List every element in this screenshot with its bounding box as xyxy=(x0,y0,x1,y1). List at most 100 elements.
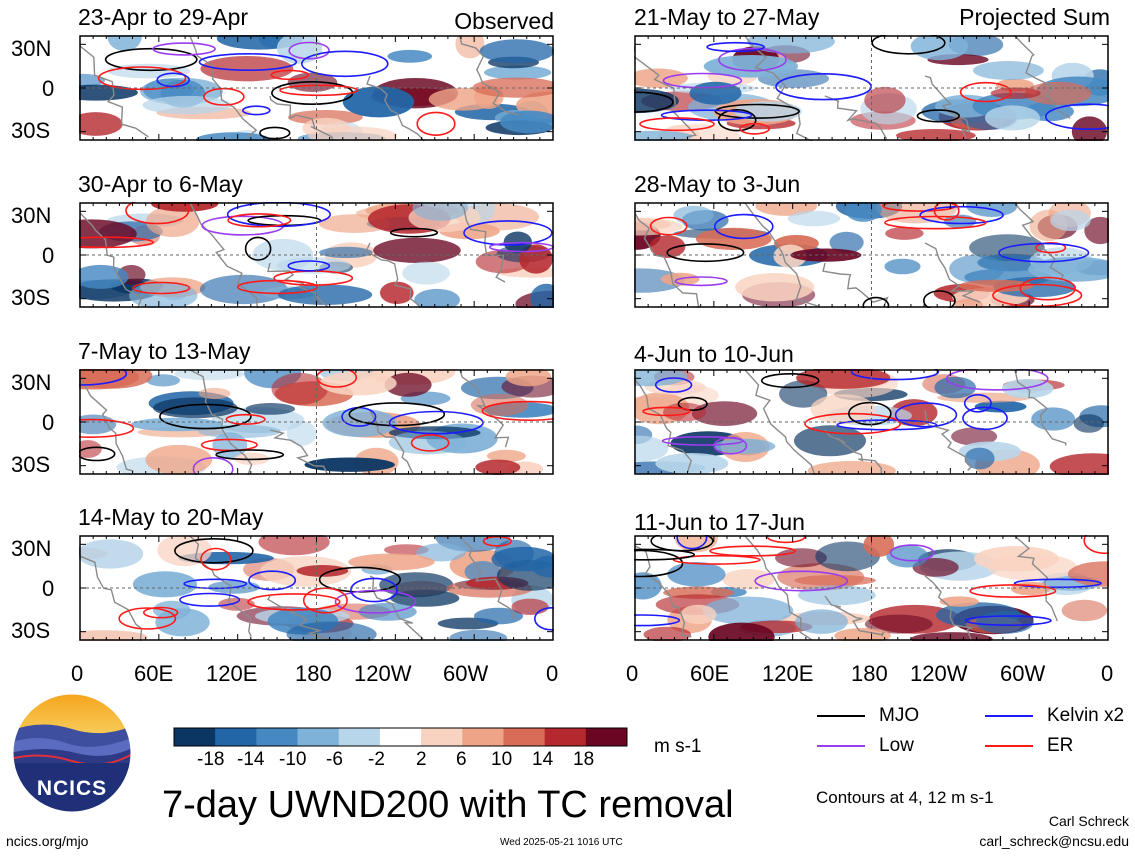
wave-contour xyxy=(676,535,708,550)
anomaly-shading xyxy=(974,546,1059,572)
lon-label: 0 xyxy=(546,661,559,686)
wave-contour xyxy=(79,446,116,462)
wave-contour xyxy=(916,109,960,123)
site-url: ncics.org/mjo xyxy=(6,833,89,849)
anomaly-shading xyxy=(388,430,467,455)
coastline xyxy=(459,35,519,116)
colorbar-swatch xyxy=(462,728,504,746)
anomaly-shading xyxy=(475,459,521,475)
coastline xyxy=(744,35,814,141)
anomaly-shading xyxy=(934,376,976,399)
anomaly-shading xyxy=(794,575,876,586)
wave-contour xyxy=(634,549,684,578)
wave-contour xyxy=(156,72,190,88)
coastline xyxy=(924,575,974,641)
wave-contour xyxy=(850,369,940,381)
coastline xyxy=(269,429,328,475)
logo-text: NCICS xyxy=(37,777,107,800)
anomaly-shading xyxy=(153,397,238,419)
wave-contour xyxy=(183,578,248,590)
anomaly-shading xyxy=(79,630,148,641)
wave-contour xyxy=(247,593,341,611)
coastline xyxy=(634,379,692,473)
wave-contour xyxy=(964,615,1052,626)
anomaly-shading xyxy=(428,87,499,111)
wave-contour xyxy=(79,418,135,438)
anomaly-shading xyxy=(198,387,231,400)
wave-contour xyxy=(142,606,179,619)
legend-label: Kelvin x2 xyxy=(1047,705,1125,726)
wave-contour xyxy=(963,393,992,413)
wave-contour xyxy=(634,91,674,113)
wave-contour xyxy=(225,413,266,425)
wave-contour xyxy=(706,41,765,53)
wave-contour xyxy=(125,202,190,225)
anomaly-shading xyxy=(218,597,256,611)
coastline xyxy=(189,535,252,637)
legend-mjo: MJO xyxy=(817,705,919,727)
anomaly-shading xyxy=(195,132,271,141)
wave-contour xyxy=(288,41,330,60)
wave-contour xyxy=(270,69,310,81)
anomaly-shading xyxy=(884,258,921,275)
anomaly-shading xyxy=(157,535,212,567)
wave-contour xyxy=(227,213,292,228)
wave-contour xyxy=(97,66,187,91)
panel-title-7: 4-Jun to 10-Jun xyxy=(634,341,794,367)
lat-label-0: 0 xyxy=(42,576,55,601)
coastline xyxy=(459,369,510,448)
anomaly-shading xyxy=(342,86,415,118)
wave-contour xyxy=(389,227,439,238)
coastline xyxy=(79,45,149,138)
lon-label: 0 xyxy=(71,661,84,686)
anomaly-shading xyxy=(402,261,450,285)
panel-title-4: 14-May to 20-May xyxy=(78,504,264,530)
map-panel-6 xyxy=(634,202,1109,308)
anomaly-shading xyxy=(790,248,862,262)
lat-label-0: 0 xyxy=(42,243,55,268)
wave-contour xyxy=(969,584,1057,598)
wave-contour xyxy=(159,403,252,430)
colorbar-tick: -14 xyxy=(237,749,265,770)
anomaly-shading xyxy=(815,541,880,572)
anomaly-shading xyxy=(511,598,549,615)
anomaly-shading xyxy=(885,226,924,240)
lat-label-30n: 30N xyxy=(11,536,52,561)
anomaly-shading xyxy=(348,553,435,571)
wave-contour xyxy=(714,103,801,119)
wave-contour xyxy=(889,544,935,562)
wave-contour xyxy=(884,215,987,230)
anomaly-shading xyxy=(845,202,882,222)
wave-contour xyxy=(350,577,398,603)
wave-contour xyxy=(634,548,695,561)
anomaly-shading xyxy=(132,571,198,598)
lon-label: 120E xyxy=(206,661,258,686)
anomaly-shading xyxy=(787,210,841,227)
anomaly-shading xyxy=(486,449,526,463)
wave-contour xyxy=(215,449,285,461)
anomaly-shading xyxy=(673,205,714,225)
anomaly-shading xyxy=(387,49,433,63)
anomaly-shading xyxy=(296,565,349,577)
legend-label: Low xyxy=(879,735,914,756)
wave-contour xyxy=(962,406,1008,431)
colorbar-swatch xyxy=(215,728,257,746)
map-panel-8 xyxy=(634,535,1109,641)
map-panel-1 xyxy=(79,35,554,141)
anomaly-shading xyxy=(691,401,758,426)
anomaly-shading xyxy=(79,539,144,569)
anomaly-shading xyxy=(939,596,979,607)
wave-contour xyxy=(804,412,901,435)
anomaly-shading xyxy=(864,86,906,114)
colorbar-tick: 14 xyxy=(532,749,554,770)
anomaly-shading xyxy=(663,402,707,422)
anomaly-shading xyxy=(142,95,232,115)
wave-contour xyxy=(388,410,484,435)
coastline xyxy=(459,535,515,620)
lon-label: 120W xyxy=(910,661,968,686)
wave-contour xyxy=(634,614,681,627)
anomaly-shading xyxy=(1049,453,1109,475)
lon-label: 120W xyxy=(354,661,412,686)
wave-contour xyxy=(287,260,331,272)
anomaly-shading xyxy=(414,288,460,308)
